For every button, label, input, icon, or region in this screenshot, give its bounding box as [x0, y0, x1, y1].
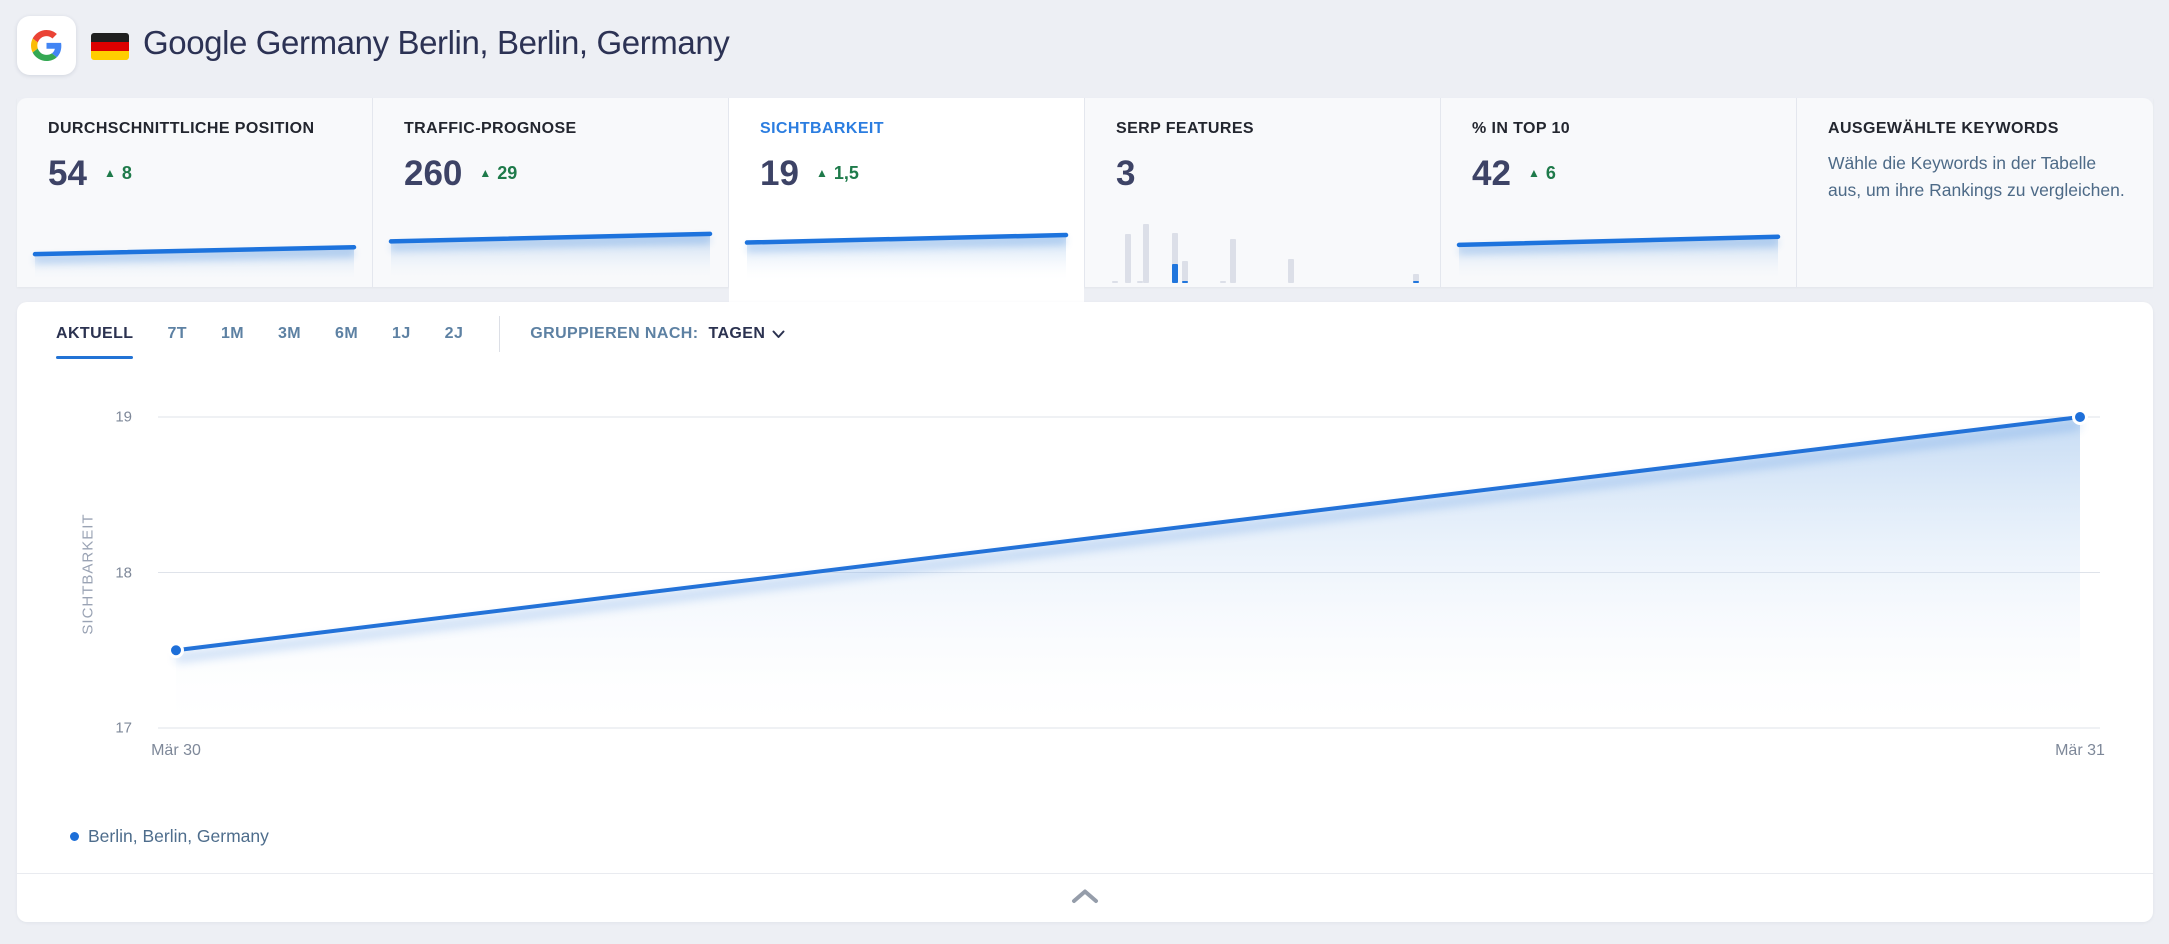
range-tab-2j[interactable]: 2J: [444, 325, 464, 342]
serp-feature-bar: [1230, 239, 1236, 283]
metric-value: 19: [760, 154, 799, 193]
range-tab-aktuell[interactable]: AKTUELL: [56, 302, 134, 366]
legend-item[interactable]: Berlin, Berlin, Germany: [70, 826, 269, 847]
page-title: Google Germany Berlin, Berlin, Germany: [143, 24, 730, 61]
serp-feature-bar-highlight: [1182, 281, 1188, 283]
legend-label: Berlin, Berlin, Germany: [88, 826, 269, 846]
metric-card-prozent-in-top-10[interactable]: % IN TOP 10 42 ▲ 6: [1441, 98, 1797, 287]
range-tab-1m[interactable]: 1M: [220, 325, 244, 342]
metric-label: TRAFFIC-PROGNOSE: [404, 120, 577, 137]
metric-delta: ▲ 1,5: [815, 163, 859, 183]
serp-feature-bar: [1137, 281, 1143, 283]
x-axis-tick: Mär 31: [2055, 742, 2105, 759]
metric-sparkline-chart: [31, 224, 358, 282]
serp-feature-bar-highlight: [1413, 281, 1419, 283]
german-flag-icon: [91, 33, 129, 60]
y-axis-tick: 17: [115, 719, 132, 737]
metric-value: 42: [1472, 154, 1511, 193]
y-axis-tick: 19: [115, 408, 132, 426]
range-tab-1j[interactable]: 1J: [392, 325, 411, 342]
serp-feature-bar: [1220, 281, 1226, 283]
metric-label: SICHTBARKEIT: [760, 120, 884, 137]
metric-sparkline-chart: [387, 224, 714, 282]
toolbar-divider: [499, 316, 501, 352]
range-tab-6m[interactable]: 6M: [335, 325, 359, 342]
triangle-up-icon: ▲: [103, 165, 116, 180]
serp-feature-bar: [1413, 274, 1419, 283]
serp-feature-bar: [1125, 234, 1131, 283]
serp-feature-bar: [1143, 224, 1149, 283]
serp-feature-bar: [1112, 281, 1118, 283]
x-axis-tick: Mär 30: [151, 742, 201, 759]
google-logo-icon: [31, 30, 62, 61]
metric-label: AUSGEWÄHLTE KEYWORDS: [1828, 120, 2059, 137]
y-axis-title: SICHTBARKEIT: [79, 513, 97, 635]
metric-card-ausgewaehlte-keywords[interactable]: AUSGEWÄHLTE KEYWORDS Wähle die Keywords …: [1797, 98, 2153, 287]
metric-delta: ▲ 8: [103, 163, 132, 183]
metric-delta: ▲ 6: [1527, 163, 1556, 183]
range-toolbar: AKTUELL 7T 1M 3M 6M 1J 2J GRUPPIEREN NAC…: [56, 302, 785, 366]
metric-cards-row: DURCHSCHNITTLICHE POSITION 54 ▲ 8 TRAFFI…: [17, 98, 2153, 302]
metric-card-serp-features[interactable]: SERP FEATURES 3: [1085, 98, 1441, 287]
metric-card-sichtbarkeit[interactable]: SICHTBARKEIT 19 ▲ 1,5: [729, 98, 1085, 302]
metric-sparkline-chart: [1455, 224, 1782, 282]
keywords-hint-text: Wähle die Keywords in der Tabelle aus, u…: [1828, 153, 2125, 200]
range-tab-3m[interactable]: 3M: [277, 325, 302, 342]
triangle-up-icon: ▲: [815, 165, 828, 180]
serp-features-mini-chart: [1112, 219, 1422, 283]
metric-label: SERP FEATURES: [1116, 120, 1254, 137]
metric-value: 260: [404, 154, 463, 193]
chevron-up-icon: [1072, 889, 1098, 903]
serp-feature-bar-highlight: [1172, 264, 1178, 283]
group-by-label: GRUPPIEREN NACH:: [530, 325, 699, 342]
group-by-dropdown[interactable]: GRUPPIEREN NACH: TAGEN: [530, 325, 785, 343]
serp-feature-bar: [1172, 233, 1178, 283]
range-tab-7t[interactable]: 7T: [167, 325, 187, 342]
metric-label: DURCHSCHNITTLICHE POSITION: [48, 120, 315, 137]
y-axis-tick: 18: [115, 564, 132, 581]
metric-label: % IN TOP 10: [1472, 120, 1571, 137]
serp-feature-bar: [1288, 259, 1294, 283]
metric-sparkline-chart: [743, 224, 1070, 282]
visibility-panel: AKTUELL 7T 1M 3M 6M 1J 2J GRUPPIEREN NAC…: [17, 302, 2153, 922]
header: Google Germany Berlin, Berlin, Germany: [0, 0, 2169, 98]
triangle-up-icon: ▲: [479, 165, 492, 180]
metric-card-traffic-prognose[interactable]: TRAFFIC-PROGNOSE 260 ▲ 29: [373, 98, 729, 287]
metric-value: 3: [1116, 154, 1136, 193]
collapse-panel-button[interactable]: [1065, 881, 1105, 911]
metric-value: 54: [48, 154, 87, 193]
search-engine-button[interactable]: [17, 16, 76, 75]
metric-card-durchschnittliche-position[interactable]: DURCHSCHNITTLICHE POSITION 54 ▲ 8: [17, 98, 373, 287]
chevron-down-icon: [772, 330, 785, 338]
triangle-up-icon: ▲: [1527, 165, 1540, 180]
panel-divider: [17, 873, 2153, 874]
group-by-value: TAGEN: [708, 325, 766, 342]
visibility-trend-chart: SICHTBARKEIT Berlin, Berlin, Germany 17 1…: [17, 302, 2153, 922]
metric-delta: ▲ 29: [479, 163, 518, 183]
legend-dot-icon: [70, 832, 79, 841]
serp-feature-bar: [1182, 261, 1188, 283]
